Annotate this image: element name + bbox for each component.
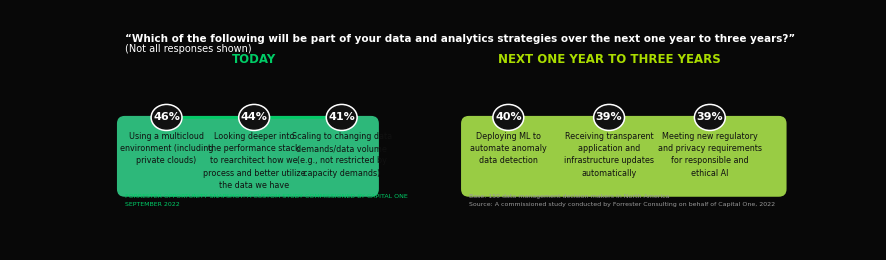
Ellipse shape [695, 104, 726, 131]
FancyBboxPatch shape [117, 116, 379, 197]
Text: 39%: 39% [696, 112, 723, 122]
Text: Meeting new regulatory
and privacy requirements
for responsible and
ethical AI: Meeting new regulatory and privacy requi… [657, 132, 762, 178]
Ellipse shape [494, 106, 522, 129]
Text: 44%: 44% [241, 112, 268, 122]
Text: 46%: 46% [153, 112, 180, 122]
Text: Deploying ML to
automate anomaly
data detection: Deploying ML to automate anomaly data de… [470, 132, 547, 165]
FancyBboxPatch shape [461, 116, 787, 197]
Ellipse shape [493, 104, 524, 131]
Ellipse shape [238, 104, 269, 131]
Text: Looking deeper into
the performance stack
to rearchitect how we
process and bett: Looking deeper into the performance stac… [203, 132, 306, 190]
Ellipse shape [152, 106, 181, 129]
Ellipse shape [151, 104, 182, 131]
Text: “Which of the following will be part of your data and analytics strategies over : “Which of the following will be part of … [125, 34, 795, 44]
Text: Scaling to changing data
demands/data volume
(e.g., not restricted by
capacity d: Scaling to changing data demands/data vo… [291, 132, 392, 178]
Ellipse shape [326, 104, 357, 131]
Text: (Not all responses shown): (Not all responses shown) [125, 44, 252, 54]
Text: NEXT ONE YEAR TO THREE YEARS: NEXT ONE YEAR TO THREE YEARS [498, 53, 720, 66]
Text: Using a multicloud
environment (including
private clouds): Using a multicloud environment (includin… [120, 132, 214, 165]
Text: FORRESTER OPPORTUNITY SNAPSHOT: A CUSTOM STUDY COMMISSIONED BY CAPITAL ONE
SEPTE: FORRESTER OPPORTUNITY SNAPSHOT: A CUSTOM… [125, 194, 408, 207]
Text: Base: 150 data management decision-makers in North America
Source: A commissione: Base: 150 data management decision-maker… [469, 194, 775, 207]
Ellipse shape [240, 106, 268, 129]
Text: 40%: 40% [495, 112, 522, 122]
Ellipse shape [595, 106, 623, 129]
Ellipse shape [328, 106, 355, 129]
Text: 39%: 39% [595, 112, 622, 122]
Text: TODAY: TODAY [232, 53, 276, 66]
Ellipse shape [594, 104, 625, 131]
Ellipse shape [696, 106, 724, 129]
Text: 41%: 41% [329, 112, 355, 122]
Text: Receiving transparent
application and
infrastructure updates
automatically: Receiving transparent application and in… [564, 132, 654, 178]
